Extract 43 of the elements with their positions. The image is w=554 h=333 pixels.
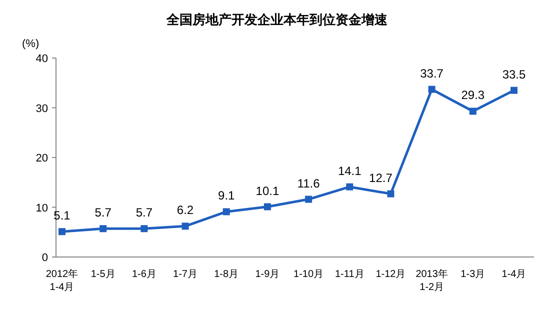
- point: [469, 108, 476, 115]
- data-label: 6.2: [176, 203, 194, 218]
- x-tick-label: 1-11月: [334, 269, 364, 280]
- x-tick-label: 1-3月: [460, 269, 486, 280]
- x-tick-label: 1-4月: [502, 269, 526, 280]
- y-tick-label: 20: [36, 152, 48, 164]
- point: [428, 86, 436, 93]
- data-label: 5.1: [54, 208, 71, 223]
- y-tick-label: 40: [36, 53, 48, 65]
- point: [140, 225, 148, 232]
- data-label: 33.5: [502, 67, 526, 82]
- data-label: 9.1: [218, 188, 236, 203]
- chart-title: 全国房地产开发企业本年到位资金增速: [166, 12, 388, 27]
- data-label: 33.7: [420, 66, 444, 80]
- data-label: 29.3: [461, 88, 485, 102]
- y-tick-label: 30: [36, 102, 48, 115]
- x-tick-label: 1-12月: [376, 269, 406, 280]
- point: [100, 225, 107, 232]
- data-label: 5.7: [136, 206, 153, 220]
- y-tick-label: 0: [42, 252, 48, 264]
- x-tick-label: 1-5月: [90, 269, 116, 280]
- data-label: 12.7: [369, 170, 393, 185]
- point: [346, 183, 354, 190]
- data-label: 5.7: [94, 206, 112, 220]
- point: [387, 190, 394, 198]
- point: [305, 196, 312, 203]
- data-label: 14.1: [338, 164, 362, 178]
- point: [182, 222, 189, 230]
- point: [58, 228, 66, 236]
- point: [510, 86, 518, 94]
- x-tick-label: 1-9月: [255, 269, 280, 280]
- x-tick-label: 2012年 1-4月: [46, 268, 78, 293]
- x-tick-label: 1-7月: [173, 269, 198, 280]
- x-tick-label: 1-6月: [132, 269, 156, 280]
- point: [264, 203, 271, 210]
- data-label: 11.6: [297, 176, 320, 190]
- y-tick-label: 10: [36, 202, 48, 214]
- x-tick-label: 1-10月: [294, 269, 324, 280]
- point: [222, 208, 230, 216]
- x-tick-label: 1-8月: [214, 269, 239, 280]
- data-label: 10.1: [256, 184, 280, 198]
- y-axis-title: (%): [22, 38, 40, 50]
- x-tick-label: 2013年 1-2月: [416, 268, 448, 293]
